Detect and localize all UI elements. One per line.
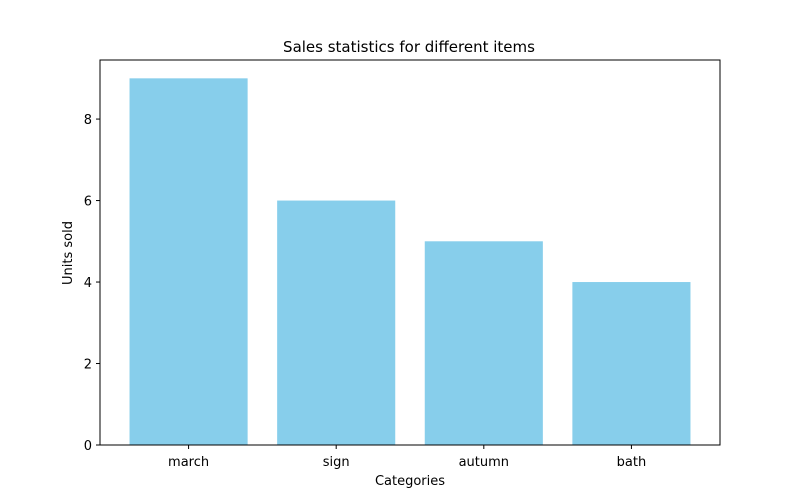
plot-frame (99, 59, 721, 446)
y-tick-label: 4 (84, 276, 92, 291)
x-tick-label: autumn (459, 455, 509, 470)
chart-title: Sales statistics for different items (283, 38, 535, 56)
bar-autumn (424, 241, 543, 445)
x-tick-label: sign (323, 455, 350, 470)
x-tick-label: bath (617, 455, 647, 470)
x-tick-label: march (168, 455, 209, 470)
bar-sign (277, 200, 396, 445)
bar-march (129, 78, 248, 445)
y-tick-label: 2 (84, 358, 92, 373)
bar-bath (572, 282, 691, 445)
y-tick-label: 6 (84, 195, 92, 210)
bars-group (129, 78, 691, 445)
y-axis-ticks: 0 2 4 6 8 (84, 113, 100, 454)
x-axis-ticks: march sign autumn bath (168, 445, 646, 470)
y-tick-label: 8 (84, 113, 92, 128)
y-axis-label: Units sold (61, 221, 76, 285)
y-tick-label: 0 (84, 439, 92, 454)
x-axis-label: Categories (375, 474, 445, 489)
